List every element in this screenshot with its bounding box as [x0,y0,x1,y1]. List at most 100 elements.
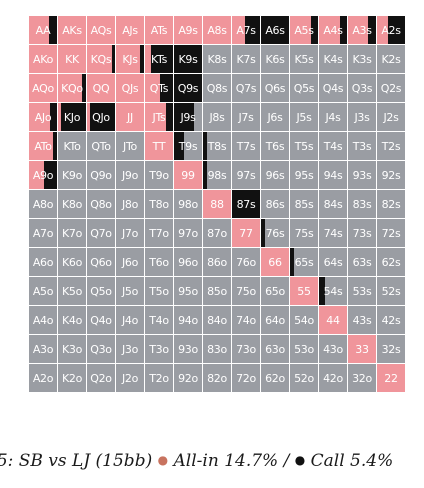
hand-cell-65o: 65o [261,277,289,305]
hand-label: ATo [34,139,52,153]
call-fill [52,132,57,160]
hand-label: AQo [32,81,54,95]
call-fill [261,16,289,44]
hand-label: 54o [294,313,314,327]
hand-label: KTs [150,52,168,66]
hand-label: 42o [323,371,343,385]
hand-cell-A9o: A9o [29,161,57,189]
hand-cell-J7o: J7o [116,219,144,247]
hand-label: 74s [323,226,343,240]
hand-label: Q5o [90,284,112,298]
hand-label: Q2o [90,371,112,385]
hand-label: 97s [236,168,256,182]
hand-label: T2s [381,139,401,153]
hand-cell-T3o: T3o [145,335,173,363]
hand-label: T6o [149,255,169,269]
allin-fill [58,16,86,44]
hand-label: QQ [92,81,110,95]
hand-cell-Q2o: Q2o [87,364,115,392]
call-fill [340,16,347,44]
allin-fill [29,16,49,44]
caption-allin: All-in 14.7% / [173,451,295,471]
call-fill [203,132,208,160]
hand-cell-J5o: J5o [116,277,144,305]
hand-label: 75o [236,284,256,298]
hand-cell-A8s: A8s [203,16,231,44]
allin-fill [145,45,151,73]
range-caption: 35: SB vs LJ (15bb) ● All-in 14.7% / ● C… [0,451,424,477]
call-fill [150,45,173,73]
hand-label: Q6s [264,81,286,95]
hand-cell-K6s: K6s [261,45,289,73]
hand-cell-KJs: KJs [116,45,144,73]
hand-label: J7s [238,110,254,124]
hand-label: Q6o [90,255,112,269]
allin-dot-icon: ● [157,453,169,467]
hand-cell-92s: 92s [377,161,405,189]
hand-label: 74o [236,313,256,327]
hand-label: KTo [63,139,81,153]
hand-label: 82o [207,371,227,385]
allin-fill [232,16,245,44]
hand-cell-A5s: A5s [290,16,318,44]
hand-cell-88: 88 [203,190,231,218]
hand-cell-KK: KK [58,45,86,73]
hand-label: TT [152,139,166,153]
hand-cell-JTs: JTs [145,103,173,131]
hand-cell-63o: 63o [261,335,289,363]
hand-label: A4o [32,313,54,327]
hand-cell-87o: 87o [203,219,231,247]
allin-fill [29,74,57,102]
hand-cell-K4s: K4s [319,45,347,73]
hand-label: 55 [297,284,311,298]
hand-cell-Q7s: Q7s [232,74,260,102]
hand-label: A3o [32,342,54,356]
hand-label: 53s [352,284,372,298]
hand-label: QTo [91,139,111,153]
hand-label: J2o [121,371,139,385]
hand-cell-K6o: K6o [58,248,86,276]
call-fill [174,103,194,131]
hand-cell-A7s: A7s [232,16,260,44]
hand-label: J8o [121,197,139,211]
hand-label: Q7o [90,226,112,240]
allin-fill [203,16,231,44]
hand-label: Q3o [90,342,112,356]
hand-cell-A5o: A5o [29,277,57,305]
hand-label: 62o [265,371,285,385]
hand-label: 52o [294,371,314,385]
hand-label: 85o [207,284,227,298]
hand-label: 98o [178,197,198,211]
allin-fill [290,16,311,44]
hand-label: T2o [149,371,169,385]
hand-label: 42s [381,313,401,327]
hand-label: J2s [383,110,399,124]
hand-label: K8s [207,52,227,66]
hand-cell-65s: 65s [290,248,318,276]
hand-cell-Q6s: Q6s [261,74,289,102]
allin-fill [290,277,318,305]
hand-cell-86o: 86o [203,248,231,276]
hand-label: 54s [323,284,343,298]
hand-cell-K3s: K3s [348,45,376,73]
hand-label: J4o [121,313,139,327]
call-fill [174,45,202,73]
hand-cell-ATo: ATo [29,132,57,160]
allin-fill [116,103,144,131]
hand-label: K7o [61,226,83,240]
hand-label: 65o [265,284,285,298]
hand-cell-QTo: QTo [87,132,115,160]
hand-cell-QJo: QJo [87,103,115,131]
call-fill [112,45,115,73]
hand-cell-73o: 73o [232,335,260,363]
hand-label: 97o [178,226,198,240]
hand-label: J9o [121,168,139,182]
hand-cell-Q8o: Q8o [87,190,115,218]
hand-cell-75o: 75o [232,277,260,305]
hand-label: KJs [122,52,138,66]
hand-cell-T4o: T4o [145,306,173,334]
hand-label: T8o [149,197,169,211]
hand-label: 33 [355,342,369,356]
hand-label: 43o [323,342,343,356]
hand-label: K8o [61,197,83,211]
